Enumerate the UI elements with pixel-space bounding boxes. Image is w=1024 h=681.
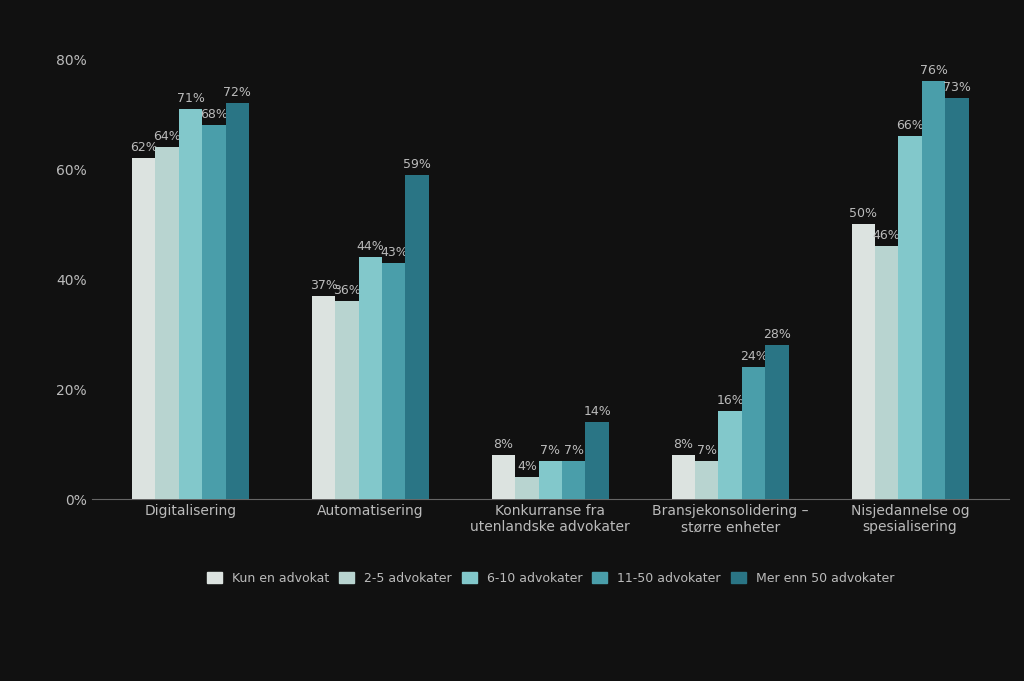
Text: 37%: 37% (309, 279, 338, 291)
Text: 7%: 7% (541, 444, 560, 457)
Bar (132, 158, 156, 499)
Text: 43%: 43% (380, 246, 408, 259)
Text: 59%: 59% (403, 158, 431, 171)
Text: 4%: 4% (517, 460, 537, 473)
Text: 64%: 64% (154, 130, 181, 143)
Text: 28%: 28% (763, 328, 791, 341)
Bar (874, 246, 898, 499)
Bar (922, 81, 945, 499)
Text: 14%: 14% (584, 405, 611, 418)
Text: 73%: 73% (943, 80, 971, 94)
Bar (586, 422, 608, 499)
Bar (695, 461, 719, 499)
Text: 68%: 68% (200, 108, 227, 121)
Text: 72%: 72% (223, 86, 251, 99)
Bar (765, 345, 788, 499)
Text: 24%: 24% (739, 350, 767, 364)
Text: 8%: 8% (494, 439, 513, 452)
Bar (156, 147, 179, 499)
Bar (312, 296, 335, 499)
Text: 62%: 62% (130, 141, 158, 154)
Bar (719, 411, 741, 499)
Bar (225, 103, 249, 499)
Text: 50%: 50% (849, 207, 878, 220)
Legend: Kun en advokat, 2-5 advokater, 6-10 advokater, 11-50 advokater, Mer enn 50 advok: Kun en advokat, 2-5 advokater, 6-10 advo… (202, 567, 899, 590)
Text: 7%: 7% (696, 444, 717, 457)
Text: 46%: 46% (872, 229, 900, 242)
Bar (202, 125, 225, 499)
Bar (672, 456, 695, 499)
Text: 66%: 66% (896, 119, 924, 132)
Bar (335, 301, 358, 499)
Text: 7%: 7% (563, 444, 584, 457)
Bar (539, 461, 562, 499)
Bar (562, 461, 586, 499)
Text: 44%: 44% (356, 240, 384, 253)
Bar (515, 477, 539, 499)
Bar (492, 456, 515, 499)
Bar (945, 97, 969, 499)
Bar (179, 108, 202, 499)
Text: 8%: 8% (674, 439, 693, 452)
Bar (741, 367, 765, 499)
Bar (382, 263, 406, 499)
Text: 76%: 76% (920, 64, 947, 77)
Text: 71%: 71% (176, 92, 205, 105)
Bar (898, 136, 922, 499)
Bar (358, 257, 382, 499)
Text: 36%: 36% (333, 284, 360, 298)
Bar (852, 224, 874, 499)
Text: 16%: 16% (717, 394, 744, 407)
Bar (406, 174, 429, 499)
